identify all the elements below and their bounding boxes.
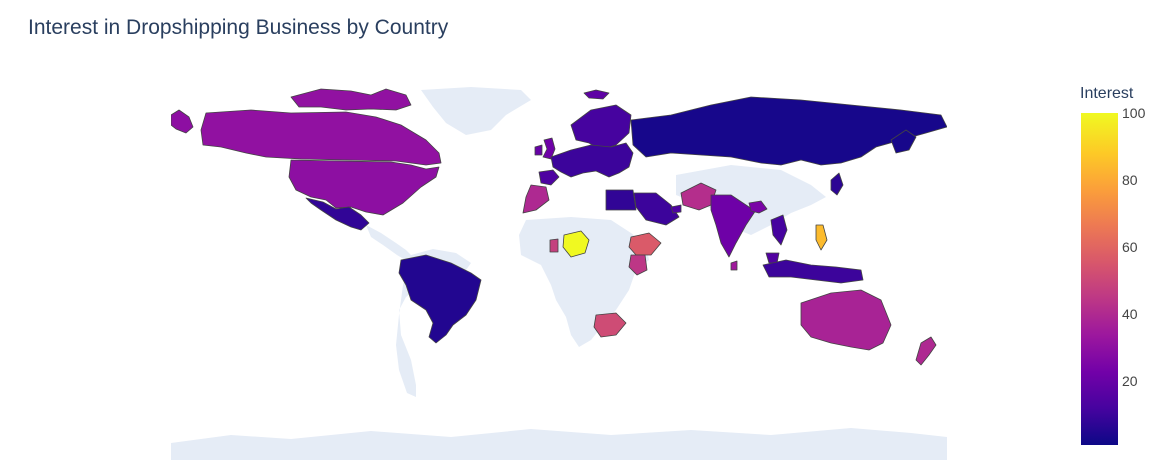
- region-morocco[interactable]: [522, 184, 550, 214]
- colorbar-tick-80: 80: [1122, 172, 1138, 188]
- region-bangladesh[interactable]: [748, 200, 768, 214]
- region-ireland[interactable]: [534, 144, 543, 156]
- region-united-arab-emirates[interactable]: [670, 204, 682, 214]
- region-scandinavia[interactable]: [570, 104, 632, 151]
- region-india[interactable]: [710, 194, 757, 258]
- region-south-africa[interactable]: [593, 312, 627, 338]
- region-ethiopia[interactable]: [628, 232, 662, 256]
- region-new-zealand[interactable]: [915, 336, 937, 366]
- region-vietnam[interactable]: [770, 214, 788, 246]
- chart-title: Interest in Dropshipping Business by Cou…: [28, 16, 449, 39]
- region-central-america[interactable]: [366, 225, 413, 261]
- colorbar-title: Interest: [1080, 85, 1134, 102]
- region-russia[interactable]: [630, 96, 947, 166]
- region-japan[interactable]: [830, 172, 844, 196]
- colorbar-tick-20: 20: [1122, 373, 1138, 389]
- colorbar-tick-100: 100: [1122, 105, 1146, 121]
- region-canadian-arctic-islands[interactable]: [290, 88, 412, 111]
- region-asia-other[interactable]: [676, 165, 826, 235]
- region-egypt[interactable]: [605, 189, 637, 211]
- region-iceland[interactable]: [583, 89, 610, 100]
- region-saudi-arabia[interactable]: [633, 192, 680, 226]
- region-nigeria[interactable]: [562, 230, 590, 258]
- region-antarctica[interactable]: [171, 428, 947, 460]
- region-canada[interactable]: [200, 109, 442, 166]
- region-ghana[interactable]: [549, 238, 559, 253]
- region-united-states[interactable]: [288, 159, 440, 216]
- region-kenya[interactable]: [628, 254, 648, 276]
- region-malaysia[interactable]: [765, 252, 780, 264]
- region-alaska-united-states[interactable]: [171, 109, 194, 134]
- region-spain[interactable]: [538, 169, 560, 186]
- colorbar-tick-40: 40: [1122, 306, 1138, 322]
- region-philippines[interactable]: [815, 224, 828, 251]
- region-australia[interactable]: [800, 289, 892, 351]
- region-brazil[interactable]: [398, 254, 482, 344]
- region-indonesia[interactable]: [762, 259, 864, 284]
- region-mexico[interactable]: [305, 197, 370, 231]
- colorbar: Interest 100 80 60 40 20: [1080, 84, 1170, 454]
- region-greenland[interactable]: [421, 87, 531, 135]
- colorbar-tick-60: 60: [1122, 239, 1138, 255]
- region-europe[interactable]: [550, 142, 634, 178]
- world-map[interactable]: [171, 85, 947, 460]
- region-sri-lanka[interactable]: [730, 260, 738, 271]
- region-sakhalin-russia[interactable]: [890, 129, 917, 154]
- colorbar-gradient: [1081, 113, 1118, 445]
